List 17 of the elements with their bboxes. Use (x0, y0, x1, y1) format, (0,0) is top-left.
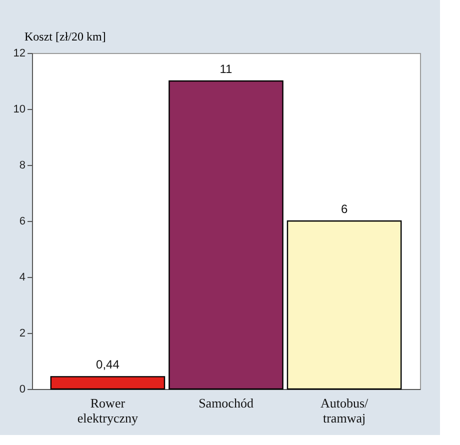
x-tick-label: Autobus/tramwaj (320, 396, 369, 426)
x-tick-label: Rower elektryczny (77, 396, 139, 426)
data-label: 6 (340, 202, 348, 216)
y-tick-label: 0 (19, 384, 26, 396)
bar (286, 220, 402, 390)
bar (168, 80, 284, 390)
x-tick-label: Samochód (198, 396, 254, 410)
y-tick-label: 10 (13, 104, 26, 116)
y-axis-title: Koszt [zł/20 km] (24, 30, 106, 44)
y-tick-label: 12 (13, 48, 26, 60)
bar (50, 376, 166, 390)
data-label: 11 (220, 62, 233, 76)
y-tick-label: 8 (19, 160, 26, 172)
y-tick-label: 4 (19, 272, 26, 284)
y-tick-label: 6 (19, 216, 26, 228)
y-tick-label: 2 (19, 328, 26, 340)
data-label: 0,44 (96, 358, 120, 372)
